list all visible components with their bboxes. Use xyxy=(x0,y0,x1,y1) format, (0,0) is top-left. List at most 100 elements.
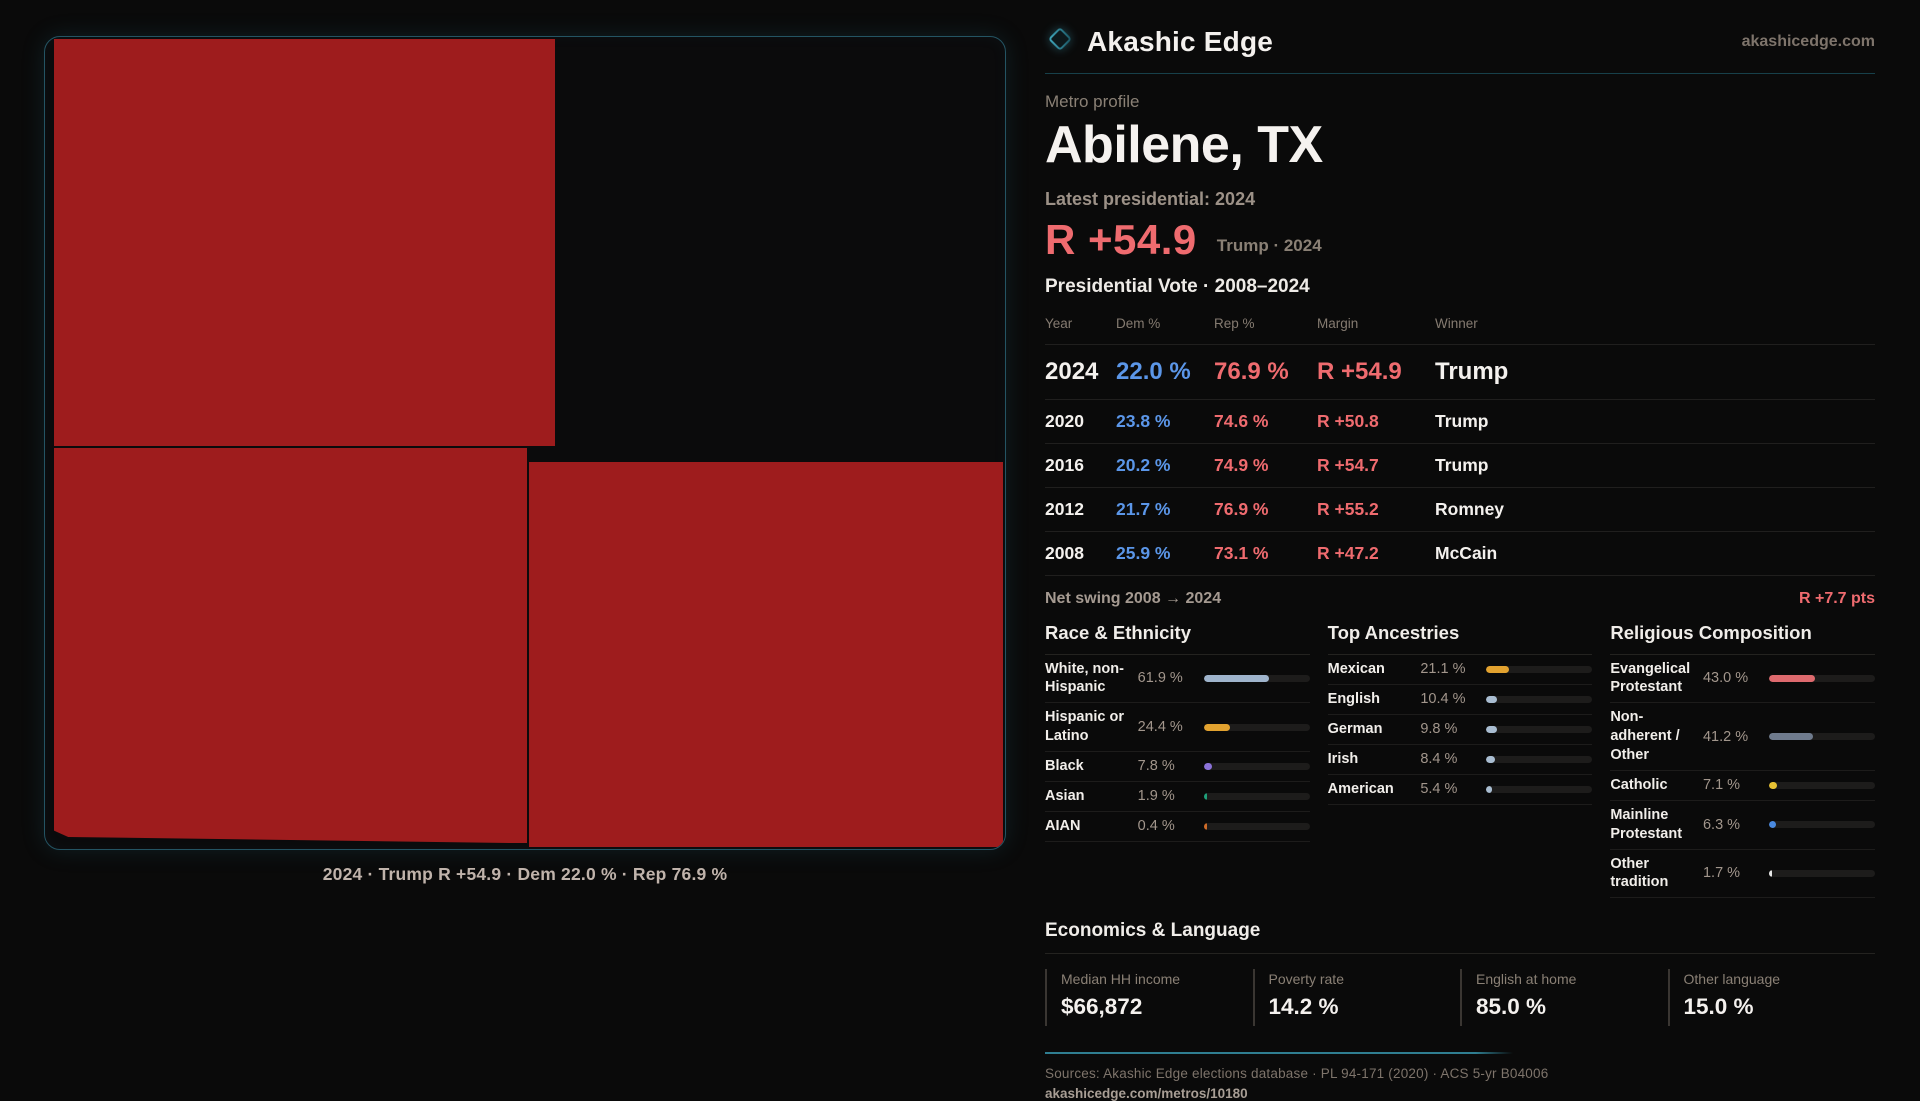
stat-row: Catholic 7.1 % xyxy=(1610,771,1875,801)
stat-label: Other tradition xyxy=(1610,855,1669,891)
econ-stat-value: $66,872 xyxy=(1061,994,1143,1020)
cell-rep: 74.9 % xyxy=(1214,454,1269,475)
stat-label: Asian xyxy=(1045,788,1085,805)
vote-col-header: Dem % xyxy=(1116,315,1161,331)
site-link[interactable]: akashicedge.com xyxy=(1741,32,1875,50)
vote-col-header: Rep % xyxy=(1214,315,1255,331)
stat-bar-fill xyxy=(1768,821,1776,829)
stat-bar xyxy=(1768,821,1875,829)
stat-row: German 9.8 % xyxy=(1327,715,1593,745)
section-title: Race & Ethnicity xyxy=(1045,622,1310,655)
stat-bar-fill xyxy=(1768,869,1772,877)
stat-value: 0.4 % xyxy=(1137,818,1175,835)
demo-section: Top Ancestries Mexican 21.1 % English 10.4 %… xyxy=(1327,622,1593,899)
stat-value: 61.9 % xyxy=(1137,670,1183,687)
stat-label: Black xyxy=(1045,758,1084,775)
stat-value: 41.2 % xyxy=(1702,728,1749,745)
vote-col-header: Year xyxy=(1045,315,1073,331)
stat-value: 43.0 % xyxy=(1702,670,1749,687)
econ-stat-value: 85.0 % xyxy=(1476,994,1547,1020)
stat-label: White, non-Hispanic xyxy=(1045,660,1124,696)
kicker: Metro profile xyxy=(1045,92,1140,111)
stat-label: Mexican xyxy=(1327,660,1385,677)
cell-dem: 20.2 % xyxy=(1116,454,1171,475)
cell-year: 2020 xyxy=(1045,410,1084,431)
cell-year: 2016 xyxy=(1045,454,1084,475)
stat-row: AIAN 0.4 % xyxy=(1045,812,1310,842)
stat-label: AIAN xyxy=(1045,818,1081,835)
vote-row: 2024 22.0 % 76.9 % R +54.9 Trump xyxy=(1045,345,1875,400)
cell-margin: R +50.8 xyxy=(1317,410,1379,431)
vote-table-body: 2024 22.0 % 76.9 % R +54.9 Trump 2020 23.8 % 74… xyxy=(1045,345,1875,576)
brand-title: Akashic Edge xyxy=(1087,25,1274,57)
stat-bar xyxy=(1768,674,1875,682)
footer-sources: Sources: Akashic Edge elections database… xyxy=(1045,1066,1549,1082)
cell-margin: R +54.7 xyxy=(1317,454,1379,475)
stat-bar xyxy=(1768,733,1875,741)
demographics: Race & Ethnicity White, non-Hispanic 61.9 … xyxy=(1045,622,1875,899)
stat-value: 1.7 % xyxy=(1702,865,1741,882)
vote-col-header: Margin xyxy=(1317,315,1359,331)
stat-row: Irish 8.4 % xyxy=(1327,745,1593,775)
econ-stat-label: Median HH income xyxy=(1061,971,1181,988)
econ-stat-value: 15.0 % xyxy=(1683,994,1754,1020)
net-swing-row: Net swing 2008 → 2024 R +7.7 pts xyxy=(1045,576,1875,620)
stat-label: Irish xyxy=(1327,750,1359,767)
section-title: Top Ancestries xyxy=(1327,622,1593,655)
stat-bar xyxy=(1486,695,1593,703)
stat-value: 6.3 % xyxy=(1702,816,1741,833)
footer-url[interactable]: akashicedge.com/metros/10180 xyxy=(1045,1086,1248,1101)
stat-bar-fill xyxy=(1203,674,1270,682)
stat-label: Non-adherent / Other xyxy=(1610,709,1680,763)
economics-title: Economics & Language xyxy=(1045,920,1875,955)
stat-bar xyxy=(1203,674,1310,682)
stat-bar-fill xyxy=(1768,674,1815,682)
net-swing-label: Net swing 2008 → 2024 xyxy=(1045,589,1222,607)
stat-value: 5.4 % xyxy=(1420,781,1458,798)
econ-stat: Poverty rate 14.2 % xyxy=(1252,969,1461,1027)
stat-value: 1.9 % xyxy=(1137,788,1175,805)
cell-winner: Trump xyxy=(1435,357,1509,385)
county-region xyxy=(529,461,1003,847)
vote-row: 2008 25.9 % 73.1 % R +47.2 McCain xyxy=(1045,532,1875,576)
cell-year: 2012 xyxy=(1045,498,1084,519)
cell-dem: 25.9 % xyxy=(1116,542,1171,563)
econ-stat: Other language 15.0 % xyxy=(1667,969,1876,1027)
stat-row: Black 7.8 % xyxy=(1045,752,1310,782)
stat-label: German xyxy=(1327,720,1383,737)
stat-bar-fill xyxy=(1203,792,1207,800)
stat-bar xyxy=(1203,822,1310,830)
stat-row: Other tradition 1.7 % xyxy=(1610,850,1875,899)
stat-bar-fill xyxy=(1768,781,1777,789)
cell-dem: 22.0 % xyxy=(1116,357,1191,385)
cell-margin: R +54.9 xyxy=(1317,357,1402,385)
stat-bar-fill xyxy=(1486,665,1509,673)
demo-section: Race & Ethnicity White, non-Hispanic 61.9 … xyxy=(1045,622,1310,899)
stat-bar xyxy=(1768,869,1875,877)
vote-row: 2016 20.2 % 74.9 % R +54.7 Trump xyxy=(1045,444,1875,488)
cell-dem: 23.8 % xyxy=(1116,410,1171,431)
vote-col-header: Winner xyxy=(1435,315,1478,331)
section-title: Religious Composition xyxy=(1610,622,1875,655)
header-divider xyxy=(1045,73,1875,74)
stat-bar-fill xyxy=(1203,822,1207,830)
cell-rep: 76.9 % xyxy=(1214,498,1269,519)
stat-bar-fill xyxy=(1486,785,1493,793)
stat-value: 8.4 % xyxy=(1420,751,1458,768)
stat-value: 9.8 % xyxy=(1420,721,1458,738)
demo-section: Religious Composition Evangelical Protest… xyxy=(1610,622,1875,899)
headline-margin: R +54.9 xyxy=(1045,215,1197,263)
cell-dem: 21.7 % xyxy=(1116,498,1171,519)
profile-panel: Akashic Edge akashicedge.com Metro profi… xyxy=(1045,0,1875,1101)
econ-stat: Median HH income $66,872 xyxy=(1045,969,1253,1027)
cell-margin: R +47.2 xyxy=(1317,542,1379,563)
map-caption: 2024 · Trump R +54.9 · Dem 22.0 % · Rep … xyxy=(322,864,728,884)
stat-value: 10.4 % xyxy=(1420,691,1466,708)
headline-sub: Trump · 2024 xyxy=(1216,235,1322,255)
stat-label: Hispanic or Latino xyxy=(1045,709,1124,745)
page-title: Abilene, TX xyxy=(1045,116,1323,174)
headline: R +54.9 Trump · 2024 xyxy=(1045,216,1875,264)
stat-label: Catholic xyxy=(1610,776,1668,793)
econ-stat-label: English at home xyxy=(1476,971,1577,988)
footer-divider xyxy=(1045,1052,1513,1055)
